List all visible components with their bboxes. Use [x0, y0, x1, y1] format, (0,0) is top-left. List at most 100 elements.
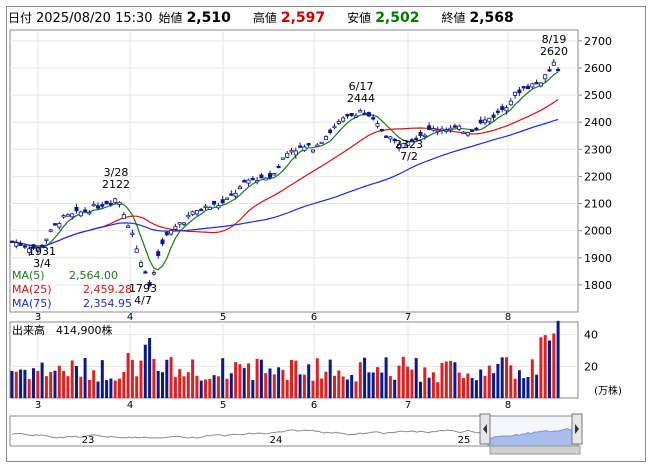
navigator-left-handle[interactable] [479, 413, 491, 445]
volume-bar-up [444, 361, 448, 398]
candle-up [121, 214, 126, 220]
candle-up [138, 262, 143, 267]
candle-up [388, 136, 393, 140]
volume-bar-up [208, 378, 212, 398]
candle-up [530, 83, 535, 88]
navigator-range[interactable] [487, 415, 579, 447]
candle-down [547, 69, 552, 72]
volume-bar-down [165, 359, 169, 398]
close-label: 終値 [441, 11, 466, 25]
volume-bar-down [221, 358, 225, 398]
volume-bar-down [414, 358, 418, 398]
volume-bar-up [466, 373, 470, 398]
candle-down [212, 200, 217, 205]
volume-bar-up [530, 359, 534, 398]
volume-bar-up [388, 376, 392, 398]
annotation-date: 8/19 [542, 33, 567, 46]
candle-up [44, 238, 49, 241]
candle-down [392, 138, 397, 142]
candle-up [78, 211, 83, 217]
volume-bar-down [345, 379, 349, 398]
volume-unit: (万株) [594, 384, 622, 397]
month-label: 5 [220, 312, 226, 323]
volume-bar-up [66, 376, 70, 398]
candle-down [276, 165, 281, 169]
volume-bar-down [251, 379, 255, 398]
price-tick-label: 1800 [584, 279, 612, 292]
navigator-year-label: 25 [458, 435, 471, 446]
candle-down [349, 113, 354, 116]
volume-bar-down [96, 381, 100, 398]
volume-bar-up [264, 373, 268, 398]
volume-bar-up [178, 369, 182, 398]
candle-up [315, 144, 320, 147]
candle-up [332, 125, 337, 129]
volume-bar-down [496, 363, 500, 398]
candle-up [87, 211, 92, 215]
candle-up [117, 201, 122, 205]
volume-bar-up [216, 376, 220, 398]
ma25-legend-label: MA(25) [12, 283, 52, 296]
ma75-legend-label: MA(75) [12, 297, 52, 310]
volume-bar-up [324, 371, 328, 398]
candle-down [379, 128, 384, 132]
ma75-legend-value: 2,354.95 [83, 297, 132, 310]
candle-up [263, 177, 268, 181]
volume-bar-up [281, 369, 285, 398]
navigator-scrollbar[interactable] [489, 445, 581, 455]
candle-down [371, 117, 376, 120]
volume-bar-down [156, 371, 160, 398]
high-label: 高値 [252, 11, 277, 25]
candle-up [319, 141, 324, 145]
candle-up [233, 192, 238, 197]
candle-up [207, 206, 212, 210]
candle-down [267, 173, 272, 178]
candle-down [345, 113, 350, 117]
candle-up [504, 107, 509, 112]
annotation-date: 3/4 [33, 257, 51, 270]
candle-down [53, 223, 58, 226]
volume-bar-down [419, 381, 422, 398]
annotation-price: 1793 [129, 282, 157, 295]
navigator-year-label: 23 [82, 435, 95, 446]
candle-up [310, 149, 315, 153]
navigator-right-handle[interactable] [571, 413, 583, 445]
candle-up [173, 225, 178, 230]
volume-bar-up [294, 360, 298, 398]
candle-up [358, 110, 363, 113]
candle-up [341, 117, 346, 122]
candle-up [194, 210, 199, 215]
candle-up [444, 129, 449, 132]
volume-bar-down [427, 377, 431, 398]
price-tick-label: 1900 [584, 252, 612, 265]
volume-bar-up [397, 365, 401, 398]
navigator-selected-area [487, 428, 579, 447]
candle-down [147, 282, 152, 287]
volume-bar-up [113, 380, 117, 398]
candle-up [113, 198, 118, 203]
candle-up [551, 61, 556, 66]
volume-bar-up [126, 353, 130, 398]
volume-bar-down [268, 368, 272, 398]
volume-bar-up [27, 379, 31, 398]
candle-down [474, 127, 479, 131]
high-value: 2,597 [280, 10, 326, 26]
month-label: 5 [220, 400, 226, 411]
candle-up [35, 247, 40, 251]
volume-bar-up [234, 362, 238, 398]
volume-bar-up [423, 367, 427, 398]
candle-down [298, 145, 303, 148]
volume-bar-up [290, 360, 293, 398]
volume-bar-down [479, 369, 483, 398]
candle-down [220, 199, 225, 204]
candle-down [100, 204, 105, 207]
volume-bar-down [199, 380, 203, 398]
volume-bar-up [320, 378, 324, 398]
volume-bar-down [384, 357, 388, 398]
volume-bar-up [44, 376, 48, 398]
price-tick-label: 2600 [584, 62, 612, 75]
volume-bar-down [75, 365, 78, 398]
open-value: 2,510 [186, 10, 231, 26]
candle-up [216, 205, 221, 209]
